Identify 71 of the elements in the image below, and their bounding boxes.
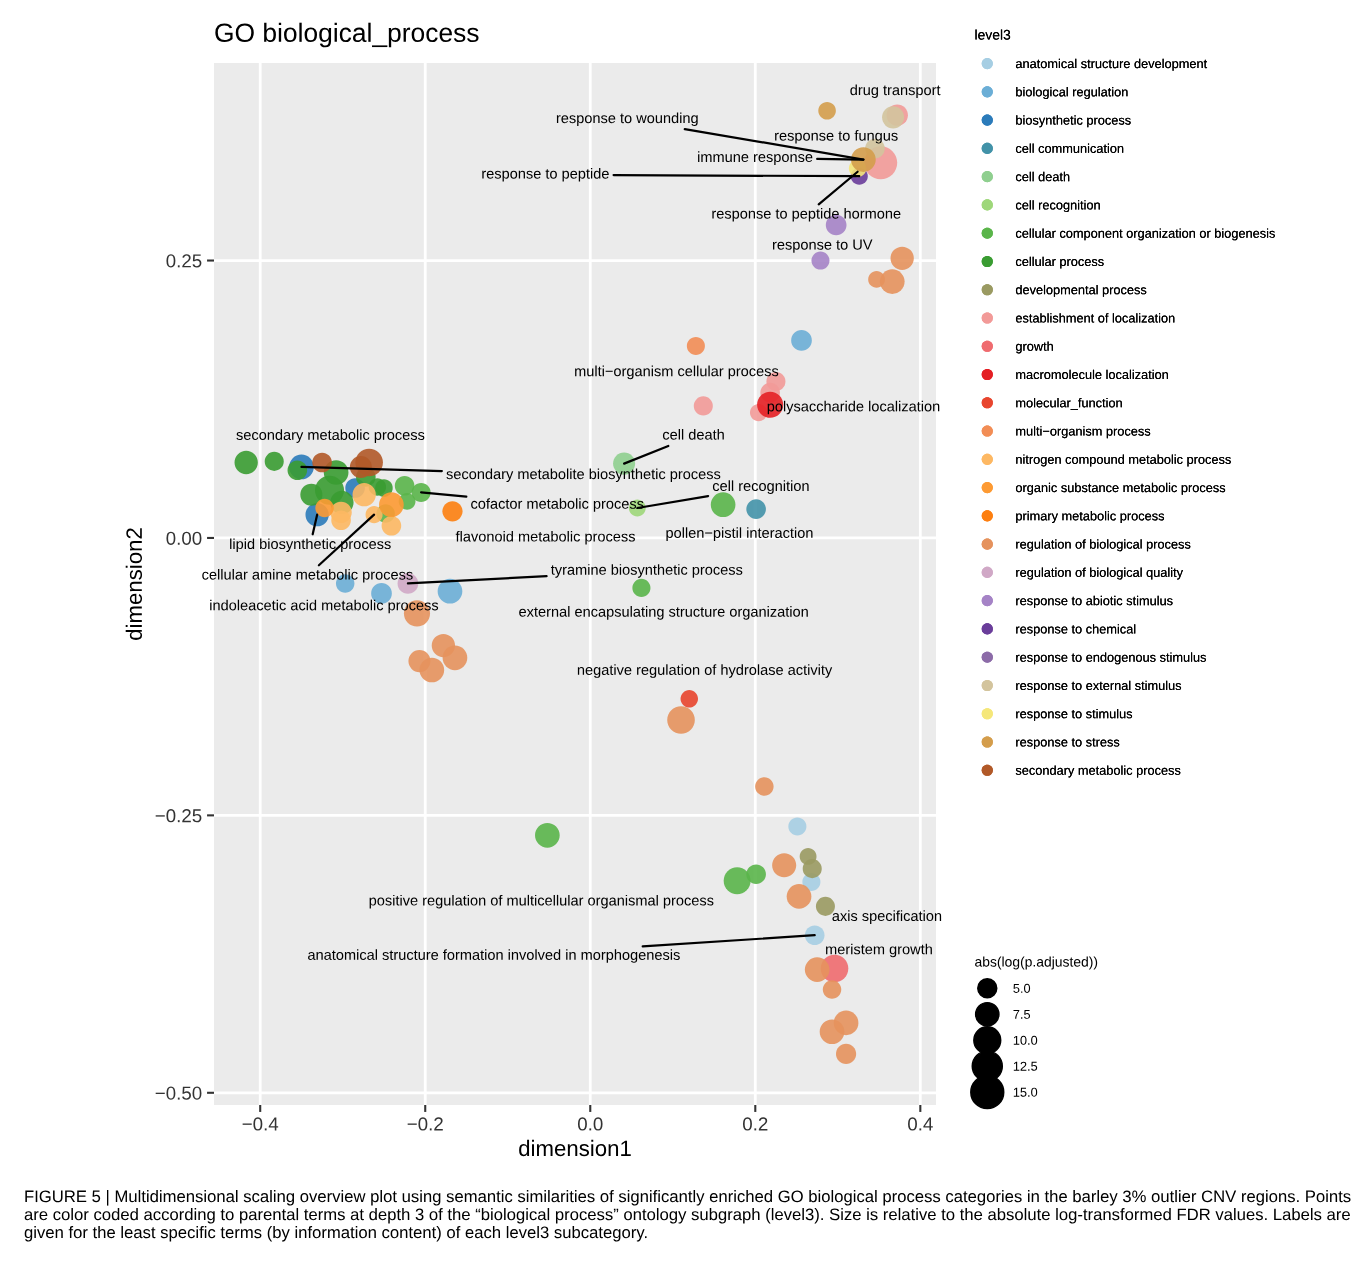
- annotation: response to fungus: [775, 130, 898, 144]
- legend-label: establishment of localization: [1015, 313, 1175, 323]
- legend-label: biosynthetic process: [1016, 115, 1131, 128]
- annotation: cell recognition: [712, 480, 809, 494]
- annotation: response to peptide: [482, 168, 609, 182]
- x-tick-label: −0.2: [407, 1117, 443, 1131]
- annotation: drug transport: [850, 84, 941, 99]
- legend-label: secondary metabolic process: [1015, 765, 1181, 778]
- y-tick-label: −0.25: [155, 809, 202, 823]
- legend-label: response to endogenous stimulus: [1016, 652, 1207, 665]
- annotation: secondary metabolic process: [236, 429, 425, 443]
- caption: FIGURE 5 | Multidimensional scaling overview plot using semantic similarities of significantly enriched GO biological process categories in the barley 3% outlier CNV regions. Points are color coded according to parental terms at depth 3 of the “biological process” ontology subgraph (level3). Size is relative to the absolute log-transformed FDR values. Labels are given for the least specific terms (by information content) of each level3 subcategory.: [24, 1190, 1351, 1242]
- annotation: meristem growth: [826, 943, 932, 958]
- annotation: negative regulation of hydrolase activity: [577, 664, 833, 678]
- legend-label: 12.5: [1013, 1061, 1038, 1071]
- legend-label: primary metabolic process: [1016, 511, 1165, 523]
- x-tick-label: 0.4: [908, 1117, 933, 1131]
- legend-label: cell communication: [1015, 143, 1124, 153]
- legend-label: 15.0: [1013, 1087, 1038, 1097]
- legend-label: cellular component organization or biogenesis: [1015, 228, 1275, 241]
- legend-label: molecular_function: [1016, 398, 1122, 410]
- annotation: external encapsulating structure organization: [519, 606, 808, 620]
- y-tick-label: 0.25: [166, 254, 202, 268]
- legend-label: anatomical structure development: [1015, 58, 1208, 71]
- legend-label: multi−organism process: [1016, 426, 1151, 439]
- legend-label: response to stimulus: [1016, 708, 1133, 721]
- annotation: indoleacetic acid metabolic process: [210, 599, 439, 614]
- legend-label: macromolecule localization: [1016, 369, 1168, 380]
- legend-label: growth: [1015, 341, 1053, 354]
- legend-label: organic substance metabolic process: [1015, 482, 1226, 495]
- chart-title: GO biological_process: [215, 22, 479, 48]
- annotation: response to UV: [772, 239, 873, 253]
- annotation: cell death: [662, 429, 724, 440]
- annotation: axis specification: [832, 910, 942, 924]
- annotation: lipid biosynthetic process: [230, 538, 391, 552]
- legend-label: developmental process: [1015, 284, 1147, 297]
- x-axis-title: dimension1: [519, 1139, 631, 1157]
- annotation: response to wounding: [556, 112, 698, 127]
- annotation: anatomical structure formation involved in morphogenesis: [308, 949, 680, 963]
- legend-label: response to chemical: [1016, 624, 1136, 637]
- legend-label: regulation of biological process: [1016, 539, 1191, 552]
- legend-label: 10.0: [1013, 1035, 1038, 1045]
- text: abs(log(p.adjusted)): [975, 956, 1098, 970]
- legend-label: nitrogen compound metabolic process: [1016, 454, 1231, 467]
- legend-label: response to abiotic stimulus: [1016, 595, 1173, 608]
- legend-label: regulation of biological quality: [1016, 567, 1183, 580]
- annotation: cellular amine metabolic process: [202, 568, 413, 583]
- annotation: positive regulation of multicellular organismal process: [369, 894, 714, 909]
- legend-title: level3: [975, 29, 1011, 40]
- annotation: immune response: [698, 151, 813, 165]
- annotation: flavonoid metabolic process: [455, 530, 635, 545]
- legend-label: cell death: [1015, 171, 1070, 182]
- x-tick-label: 0.2: [742, 1117, 768, 1131]
- annotation: multi−organism cellular process: [575, 365, 779, 380]
- legend-label: biological regulation: [1016, 87, 1128, 99]
- legend-label: cellular process: [1015, 256, 1104, 269]
- y-tick-label: −0.50: [155, 1086, 202, 1100]
- y-axis-title: dimension2: [125, 528, 143, 640]
- annotation: cofactor metabolic process: [471, 498, 644, 512]
- x-tick-label: 0.0: [577, 1117, 603, 1131]
- annotation: tyramine biosynthetic process: [550, 564, 743, 578]
- annotation: secondary metabolite biosynthetic process: [446, 468, 721, 483]
- legend-label: response to stress: [1016, 738, 1120, 750]
- legend-label: cell recognition: [1015, 200, 1100, 213]
- annotation: response to peptide hormone: [712, 208, 901, 222]
- legend-label: 7.5: [1013, 1009, 1031, 1019]
- legend-label: 5.0: [1013, 983, 1031, 993]
- x-tick-label: −0.4: [242, 1117, 279, 1131]
- annotation: pollen−pistil interaction: [666, 527, 813, 541]
- y-tick-label: 0.00: [166, 531, 202, 545]
- legend-label: response to external stimulus: [1016, 680, 1182, 693]
